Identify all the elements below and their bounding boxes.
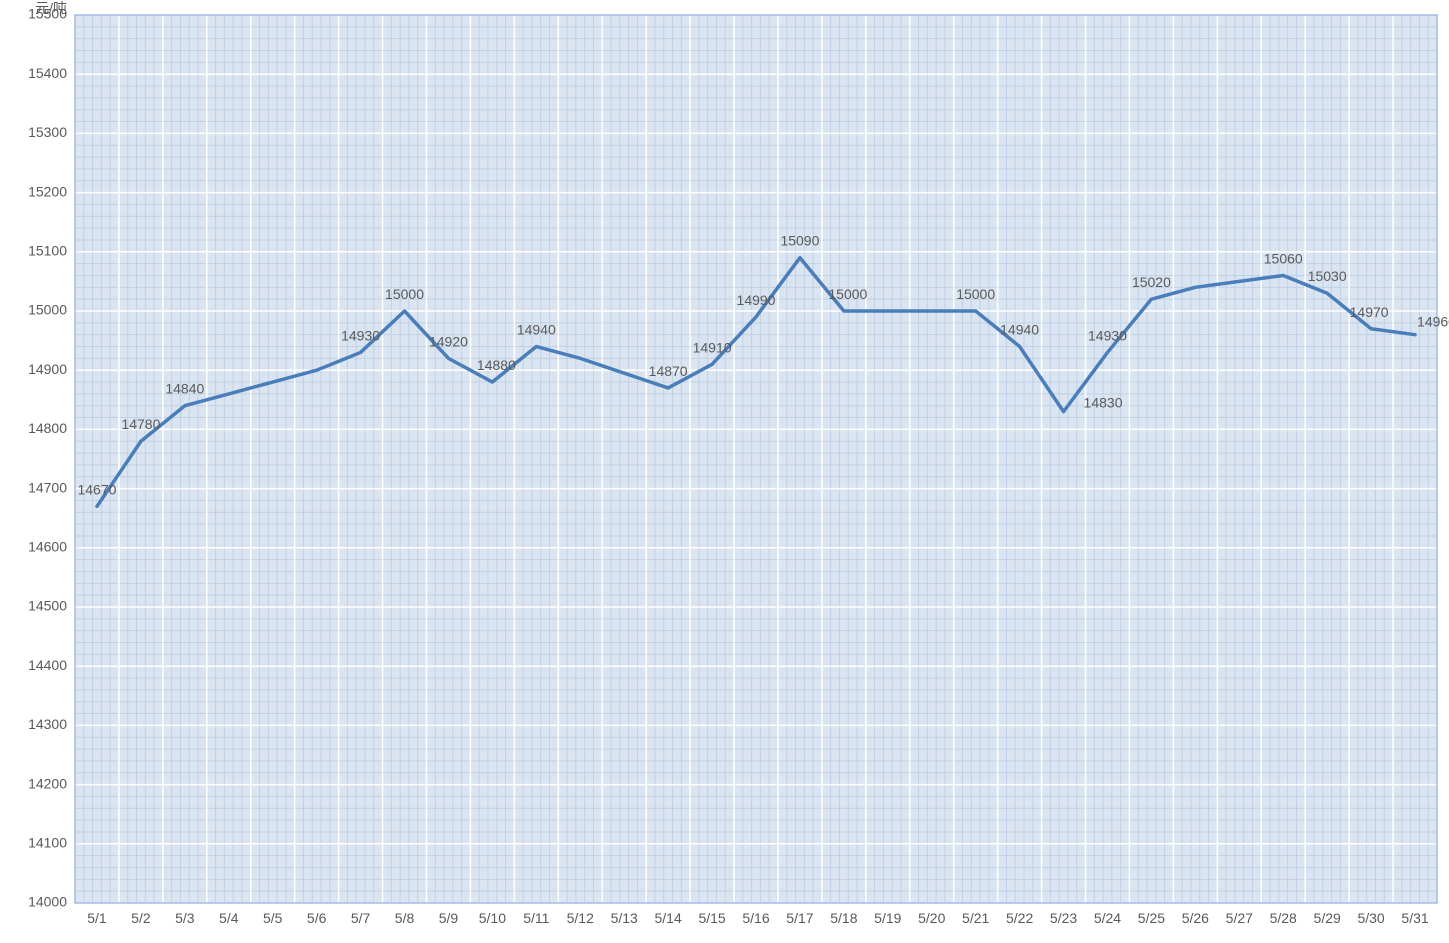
y-tick-label: 14600: [28, 539, 67, 555]
x-tick-label: 5/15: [698, 910, 725, 926]
x-tick-label: 5/3: [175, 910, 195, 926]
data-label: 15000: [385, 286, 424, 302]
x-tick-label: 5/4: [219, 910, 239, 926]
price-line-chart: 14000 14100 14200 14300 14400 14500 14600 14700…: [0, 0, 1449, 943]
x-tick-label: 5/16: [742, 910, 769, 926]
y-tick-labels: 14000 14100 14200 14300 14400 14500 14600 14700…: [28, 6, 67, 910]
data-label: 14880: [477, 357, 516, 373]
y-tick-label: 14900: [28, 361, 67, 377]
data-label: 14990: [737, 292, 776, 308]
plot-background: [75, 15, 1437, 903]
data-label: 14670: [77, 481, 116, 497]
y-tick-label: 15000: [28, 302, 67, 318]
y-tick-label: 14300: [28, 716, 67, 732]
data-label: 15090: [780, 233, 819, 249]
x-tick-label: 5/25: [1138, 910, 1165, 926]
data-label: 15020: [1132, 274, 1171, 290]
x-tick-label: 5/21: [962, 910, 989, 926]
y-tick-label: 15200: [28, 183, 67, 199]
x-tick-label: 5/26: [1182, 910, 1209, 926]
x-tick-label: 5/10: [479, 910, 506, 926]
x-tick-label: 5/28: [1270, 910, 1297, 926]
x-tick-label: 5/30: [1357, 910, 1384, 926]
x-tick-label: 5/19: [874, 910, 901, 926]
data-label: 14940: [1000, 322, 1039, 338]
y-axis-title: 元/吨: [35, 0, 67, 16]
y-tick-label: 15100: [28, 243, 67, 259]
x-tick-label: 5/9: [439, 910, 459, 926]
x-tick-label: 5/13: [611, 910, 638, 926]
data-label: 14830: [1084, 395, 1123, 411]
data-label: 15000: [828, 286, 867, 302]
x-tick-label: 5/14: [655, 910, 682, 926]
data-label: 15060: [1264, 250, 1303, 266]
x-tick-label: 5/17: [786, 910, 813, 926]
x-tick-labels: 5/1 5/2 5/3 5/4 5/5 5/6 5/7 5/8 5/9 5/10 5/11 5/12 5…: [87, 910, 1429, 926]
data-label: 15000: [956, 286, 995, 302]
y-tick-label: 14100: [28, 835, 67, 851]
x-tick-label: 5/22: [1006, 910, 1033, 926]
y-tick-label: 14700: [28, 479, 67, 495]
x-tick-label: 5/23: [1050, 910, 1077, 926]
y-tick-label: 14200: [28, 775, 67, 791]
x-tick-label: 5/24: [1094, 910, 1121, 926]
y-tick-label: 15300: [28, 124, 67, 140]
data-label: 14910: [693, 339, 732, 355]
x-tick-label: 5/7: [351, 910, 371, 926]
y-tick-label: 14000: [28, 894, 67, 910]
x-tick-label: 5/6: [307, 910, 327, 926]
x-tick-label: 5/8: [395, 910, 415, 926]
x-tick-label: 5/29: [1314, 910, 1341, 926]
y-tick-label: 14500: [28, 598, 67, 614]
data-label: 14840: [165, 381, 204, 397]
data-label: 14930: [341, 327, 380, 343]
y-tick-label: 14400: [28, 657, 67, 673]
x-tick-label: 5/20: [918, 910, 945, 926]
data-label: 14920: [429, 333, 468, 349]
x-tick-label: 5/31: [1401, 910, 1428, 926]
data-label: 14960: [1417, 314, 1449, 330]
x-tick-label: 5/2: [131, 910, 151, 926]
chart-container: 14000 14100 14200 14300 14400 14500 14600 14700…: [0, 0, 1449, 943]
data-label: 15030: [1308, 268, 1347, 284]
data-label: 14970: [1350, 304, 1389, 320]
x-tick-label: 5/12: [567, 910, 594, 926]
data-label: 14930: [1088, 327, 1127, 343]
y-tick-label: 15400: [28, 65, 67, 81]
data-label: 14940: [517, 322, 556, 338]
x-tick-label: 5/5: [263, 910, 283, 926]
data-label: 14870: [649, 363, 688, 379]
x-tick-label: 5/11: [523, 910, 549, 926]
y-tick-label: 14800: [28, 420, 67, 436]
x-tick-label: 5/1: [87, 910, 107, 926]
data-label: 14780: [121, 416, 160, 432]
x-tick-label: 5/18: [830, 910, 857, 926]
x-tick-label: 5/27: [1226, 910, 1253, 926]
